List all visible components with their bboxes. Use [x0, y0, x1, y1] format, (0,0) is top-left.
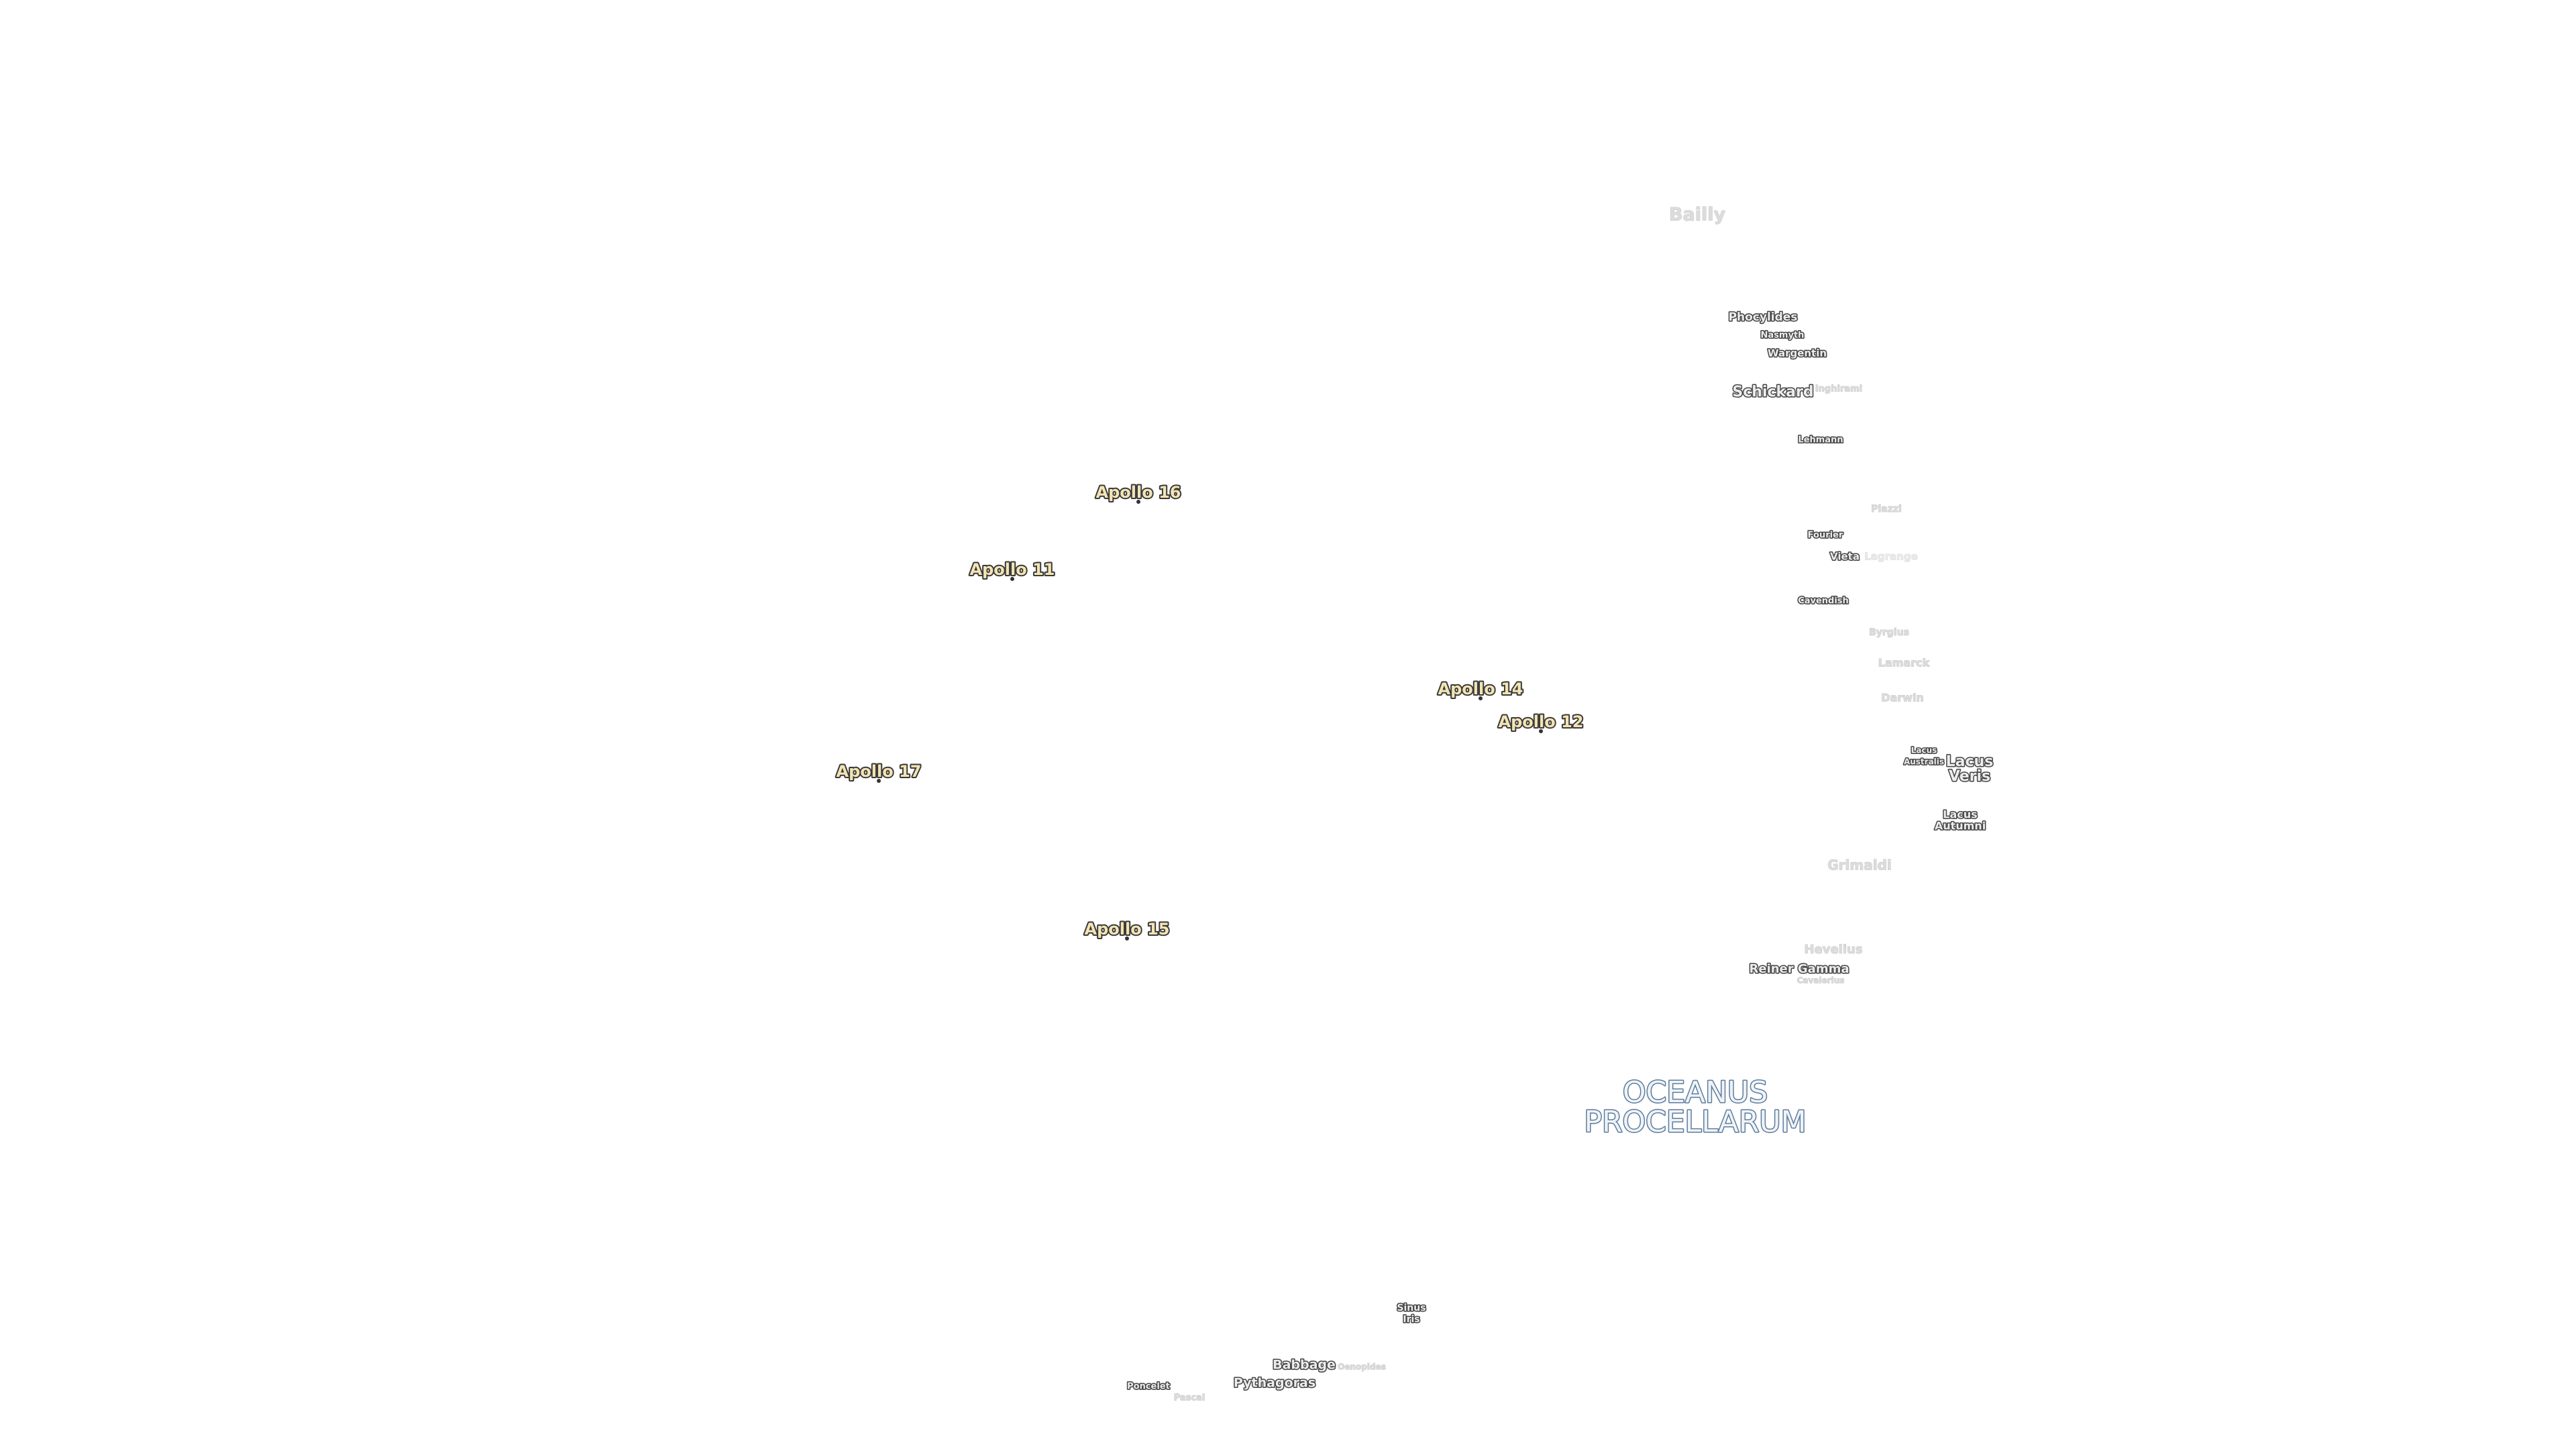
mare-label: PROCELLARUM: [1584, 1105, 1806, 1139]
feature-label: Lacus: [1943, 808, 1977, 821]
features: Bailly Phocylides Nasmyth Wargentin Schi…: [1126, 204, 1994, 1403]
feature-label: Fourier: [1808, 531, 1843, 541]
feature-label: Oenopides: [1338, 1362, 1386, 1372]
feature-label: Piazzi: [1871, 504, 1902, 515]
feature-label: Byrgius: [1869, 627, 1909, 638]
apollo-label: Apollo 14: [1438, 680, 1523, 698]
site-marker: [1136, 500, 1140, 504]
feature-label: Veris: [1949, 768, 1990, 785]
site-marker: [1010, 577, 1014, 581]
site-marker: [1479, 696, 1483, 700]
apollo-sites: Apollo 16 Apollo 11 Apollo 14 Apollo 12 …: [835, 482, 1585, 941]
feature-label: Poncelet: [1127, 1382, 1170, 1392]
feature-label: Lacus: [1946, 753, 1994, 770]
feature-label: Lacus: [1911, 746, 1937, 755]
feature-label: Lamarck: [1878, 657, 1930, 669]
feature-label: Cavalerius: [1797, 976, 1845, 985]
feature-label: Hevelius: [1804, 943, 1862, 957]
feature-label: Inghirami: [1815, 384, 1862, 394]
mare: OCEANUS PROCELLARUM: [1583, 1075, 1807, 1140]
feature-label: Phocylides: [1729, 311, 1798, 324]
feature-label: Pascal: [1174, 1393, 1205, 1403]
site-marker: [1539, 729, 1543, 733]
feature-label: Schickard: [1732, 384, 1813, 400]
feature-label: Pythagoras: [1234, 1376, 1316, 1391]
feature-label: Darwin: [1881, 692, 1924, 704]
apollo-label: Apollo 11: [970, 560, 1055, 579]
feature-label: Australis: [1904, 757, 1944, 767]
feature-label: Wargentin: [1768, 347, 1827, 360]
feature-label: Bailly: [1669, 205, 1726, 225]
site-marker: [1125, 936, 1129, 941]
mare-label: OCEANUS: [1623, 1075, 1768, 1110]
feature-label: Reiner Gamma: [1750, 962, 1849, 976]
feature-label: Grimaldi: [1827, 857, 1892, 873]
feature-label: Sinus: [1397, 1303, 1426, 1313]
site-marker: [877, 779, 881, 783]
feature-label: Nasmyth: [1761, 331, 1805, 341]
feature-label: Lehmann: [1798, 435, 1843, 445]
feature-label: Cavendish: [1798, 596, 1849, 606]
feature-label: Lagrange: [1864, 551, 1918, 563]
apollo-label: Apollo 12: [1499, 712, 1584, 731]
apollo-label: Apollo 15: [1085, 920, 1170, 938]
feature-label: Vieta: [1830, 551, 1860, 563]
apollo-label: Apollo 17: [837, 762, 922, 781]
feature-label: Iris: [1403, 1314, 1419, 1325]
feature-label: Babbage: [1273, 1358, 1336, 1373]
feature-label: Autumni: [1935, 820, 1986, 833]
apollo-label: Apollo 16: [1096, 483, 1181, 502]
